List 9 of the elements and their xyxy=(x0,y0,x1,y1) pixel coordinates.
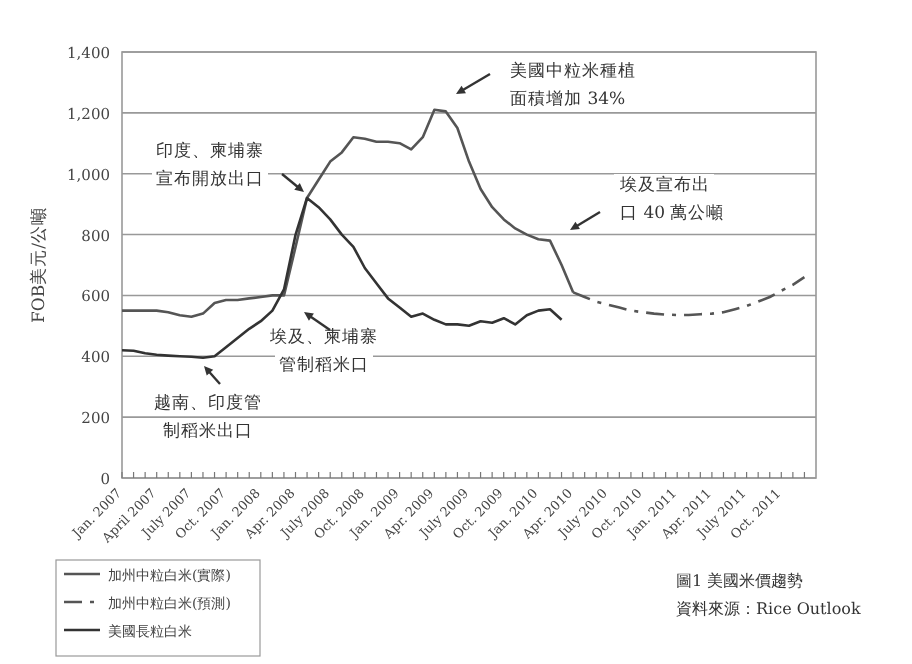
y-axis-title: FOB美元/公噸 xyxy=(28,207,50,323)
line-series xyxy=(120,196,563,360)
caption: 圖1 美國米價趨勢 xyxy=(676,572,804,590)
annotation: 美國中粒米種植面積增加 34% xyxy=(510,60,636,110)
annotation: 越南、印度管制稻米出口 xyxy=(154,392,262,442)
annotation: 埃及、柬埔寨管制稻米口 xyxy=(268,326,378,376)
annotation: 印度、柬埔寨宣布開放出口 xyxy=(156,140,264,190)
annotation: 埃及宣布出口 40 萬公噸 xyxy=(618,174,725,224)
source-note: 資料來源：Rice Outlook xyxy=(676,600,861,618)
